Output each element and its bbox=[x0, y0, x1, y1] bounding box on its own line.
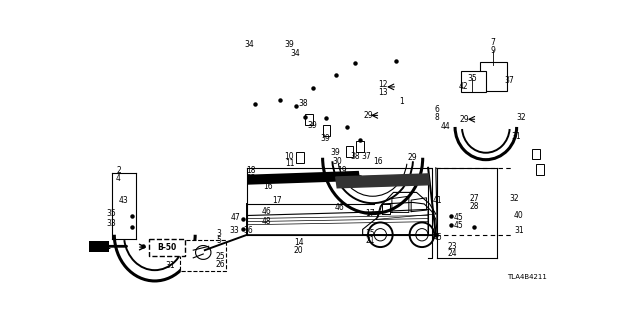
Text: 25: 25 bbox=[216, 252, 225, 261]
Bar bbox=[356, 141, 364, 152]
Text: 38: 38 bbox=[298, 99, 308, 108]
Text: 37: 37 bbox=[504, 76, 514, 85]
Text: FR.: FR. bbox=[97, 242, 113, 251]
Text: 40: 40 bbox=[514, 211, 524, 220]
Text: 29: 29 bbox=[408, 153, 417, 162]
Text: 17: 17 bbox=[273, 196, 282, 204]
Text: 28: 28 bbox=[470, 202, 479, 211]
Bar bbox=[296, 152, 304, 163]
Text: 35: 35 bbox=[467, 74, 477, 83]
Text: 5: 5 bbox=[216, 236, 221, 245]
Text: 33: 33 bbox=[106, 219, 116, 228]
Text: 16: 16 bbox=[263, 182, 273, 191]
Text: 6: 6 bbox=[434, 105, 439, 114]
Text: 39: 39 bbox=[285, 40, 294, 49]
Bar bbox=[323, 125, 330, 136]
Text: 26: 26 bbox=[216, 260, 225, 268]
Text: 42: 42 bbox=[459, 83, 468, 92]
Text: 46: 46 bbox=[335, 203, 344, 212]
Text: 4: 4 bbox=[116, 174, 121, 183]
Text: 10: 10 bbox=[285, 152, 294, 161]
Text: 45: 45 bbox=[433, 233, 442, 242]
Text: 12: 12 bbox=[379, 80, 388, 89]
Text: 39: 39 bbox=[308, 121, 317, 130]
Bar bbox=[481, 61, 508, 91]
Text: 15: 15 bbox=[365, 229, 375, 238]
Bar bbox=[180, 240, 227, 271]
Text: 37: 37 bbox=[362, 152, 371, 161]
Text: 33: 33 bbox=[229, 227, 239, 236]
Text: 27: 27 bbox=[470, 194, 479, 203]
Text: 38: 38 bbox=[350, 152, 360, 161]
Text: 45: 45 bbox=[454, 221, 464, 230]
Text: 3: 3 bbox=[216, 229, 221, 238]
Bar bbox=[461, 71, 486, 92]
Text: 13: 13 bbox=[379, 88, 388, 97]
Polygon shape bbox=[336, 174, 429, 188]
Text: 31: 31 bbox=[512, 132, 522, 141]
Bar bbox=[346, 146, 353, 157]
Text: 39: 39 bbox=[331, 148, 340, 157]
Text: 29: 29 bbox=[460, 115, 469, 124]
Text: 19: 19 bbox=[337, 166, 347, 175]
Text: 9: 9 bbox=[490, 46, 495, 55]
Text: 18: 18 bbox=[246, 166, 256, 175]
Text: 16: 16 bbox=[373, 157, 383, 166]
Text: 17: 17 bbox=[365, 210, 375, 219]
Text: B-50: B-50 bbox=[157, 243, 177, 252]
Bar bbox=[149, 239, 185, 256]
Text: 20: 20 bbox=[294, 246, 303, 255]
Text: 48: 48 bbox=[353, 175, 363, 184]
Bar bbox=[305, 114, 312, 124]
Text: TLA4B4211: TLA4B4211 bbox=[507, 274, 547, 280]
Polygon shape bbox=[247, 171, 360, 185]
Text: 7: 7 bbox=[490, 38, 495, 47]
Text: 47: 47 bbox=[231, 213, 241, 222]
Text: 8: 8 bbox=[434, 113, 439, 122]
Text: 45: 45 bbox=[454, 213, 464, 222]
Text: 14: 14 bbox=[294, 238, 303, 247]
Text: 1: 1 bbox=[399, 97, 404, 106]
Text: 29: 29 bbox=[364, 111, 373, 120]
Bar bbox=[536, 164, 543, 175]
Text: 21: 21 bbox=[365, 236, 375, 245]
Text: 34: 34 bbox=[291, 49, 301, 58]
Text: 43: 43 bbox=[119, 196, 129, 204]
Text: 31: 31 bbox=[165, 261, 175, 270]
Text: 23: 23 bbox=[448, 242, 458, 251]
Text: 2: 2 bbox=[116, 166, 121, 175]
Text: 32: 32 bbox=[516, 113, 526, 122]
Text: 31: 31 bbox=[514, 227, 524, 236]
Text: 30: 30 bbox=[332, 157, 342, 166]
Text: 46: 46 bbox=[262, 207, 271, 216]
Text: 34: 34 bbox=[244, 40, 254, 49]
Text: 24: 24 bbox=[448, 250, 458, 259]
Bar bbox=[532, 148, 540, 159]
Text: 32: 32 bbox=[509, 194, 519, 203]
Text: 41: 41 bbox=[433, 196, 442, 204]
Text: 48: 48 bbox=[262, 217, 271, 226]
Text: 39: 39 bbox=[320, 134, 330, 143]
Text: 35: 35 bbox=[106, 210, 116, 219]
Text: 11: 11 bbox=[285, 159, 294, 168]
Polygon shape bbox=[90, 241, 109, 252]
Text: 44: 44 bbox=[441, 123, 451, 132]
Text: 22: 22 bbox=[246, 174, 256, 183]
Text: 36: 36 bbox=[243, 227, 253, 236]
